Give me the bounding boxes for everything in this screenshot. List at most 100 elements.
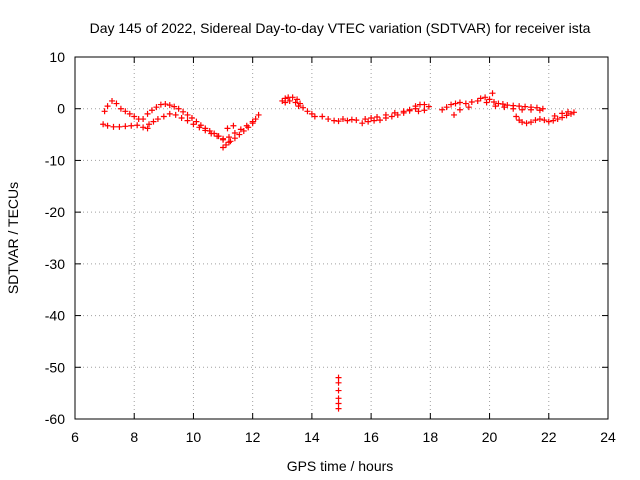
data-point: [144, 125, 151, 132]
data-point: [465, 104, 472, 111]
data-point: [443, 104, 450, 111]
data-point: [541, 117, 548, 124]
data-point: [178, 115, 185, 122]
x-axis-label: GPS time / hours: [287, 458, 394, 474]
data-point: [362, 116, 369, 123]
y-tick-label: 0: [57, 101, 65, 117]
data-point: [456, 106, 463, 113]
series-arc-2-lower: [146, 110, 232, 146]
y-tick-label: -40: [45, 308, 65, 324]
data-point: [231, 130, 238, 137]
grid-lines: [75, 57, 608, 419]
data-point: [468, 98, 475, 105]
data-point: [220, 136, 227, 143]
data-point: [522, 103, 529, 110]
data-point: [223, 141, 230, 148]
data-point: [146, 121, 153, 128]
data-point: [570, 109, 577, 116]
data-point: [400, 108, 407, 115]
data-point: [456, 99, 463, 106]
y-tick-label: 10: [49, 49, 65, 65]
x-tick-label: 24: [600, 429, 616, 445]
series-arc-6: [412, 101, 432, 115]
data-point: [128, 122, 135, 129]
data-point: [451, 111, 458, 118]
data-point: [536, 116, 543, 123]
data-point: [519, 119, 526, 126]
data-point: [166, 110, 173, 117]
data-point: [122, 123, 129, 130]
data-point: [243, 122, 250, 129]
data-point: [482, 94, 489, 101]
data-point: [214, 133, 221, 140]
data-point: [184, 117, 191, 124]
data-point: [335, 395, 342, 402]
series-arc-1-upper: [101, 97, 147, 123]
data-point: [353, 117, 360, 124]
data-point: [282, 99, 289, 106]
data-point: [122, 108, 129, 115]
data-point: [304, 108, 311, 115]
data-point: [286, 97, 293, 104]
data-point: [510, 105, 517, 112]
data-point: [448, 101, 455, 108]
data-point: [113, 100, 120, 107]
data-point: [311, 113, 318, 120]
data-point: [140, 116, 147, 123]
data-point: [175, 105, 182, 112]
data-point: [140, 124, 147, 131]
series-arc-2-upper: [144, 101, 227, 142]
data-point: [104, 103, 111, 110]
y-tick-label: -20: [45, 204, 65, 220]
data-point: [532, 117, 539, 124]
data-point: [335, 379, 342, 386]
data-point: [153, 104, 160, 111]
data-point: [236, 131, 243, 138]
data-point: [516, 103, 523, 110]
data-point: [452, 100, 459, 107]
data-point: [439, 106, 446, 113]
data-point: [172, 111, 179, 118]
data-point: [536, 107, 543, 114]
data-point: [545, 118, 552, 125]
x-tick-label: 14: [304, 429, 320, 445]
axis-ticks: 6 8 10 12 14 16 18 20 22 24 10 0 -10 -20 -30 -40 -50 -60: [45, 49, 616, 445]
data-point: [255, 111, 262, 118]
data-point: [104, 122, 111, 129]
data-point: [335, 405, 342, 412]
data-point: [109, 97, 116, 104]
x-tick-label: 22: [541, 429, 557, 445]
data-point: [224, 125, 231, 132]
data-point: [325, 116, 332, 123]
x-tick-label: 18: [423, 429, 439, 445]
data-point: [368, 115, 375, 122]
data-point: [523, 120, 530, 127]
data-point: [339, 116, 346, 123]
data-point: [231, 135, 238, 142]
y-tick-label: -30: [45, 256, 65, 272]
x-tick-label: 12: [245, 429, 261, 445]
data-point: [110, 123, 117, 130]
data-point: [335, 118, 342, 125]
data-point: [490, 98, 497, 105]
x-tick-label: 16: [363, 429, 379, 445]
data-point: [300, 104, 307, 111]
data-point: [144, 110, 151, 117]
data-point: [519, 106, 526, 113]
data-point: [289, 94, 296, 101]
data-point: [208, 130, 215, 137]
x-tick-label: 8: [130, 429, 138, 445]
data-point: [501, 104, 508, 111]
data-point: [292, 99, 299, 106]
data-point: [374, 113, 381, 120]
x-tick-label: 20: [482, 429, 498, 445]
data-point: [126, 110, 133, 117]
data-point: [225, 134, 232, 141]
data-point: [335, 387, 342, 394]
series-sparse-1: [311, 113, 360, 125]
data-point: [202, 127, 209, 134]
data-point: [294, 96, 301, 103]
data-point: [344, 117, 351, 124]
data-point: [559, 110, 566, 117]
data-point: [162, 101, 169, 108]
